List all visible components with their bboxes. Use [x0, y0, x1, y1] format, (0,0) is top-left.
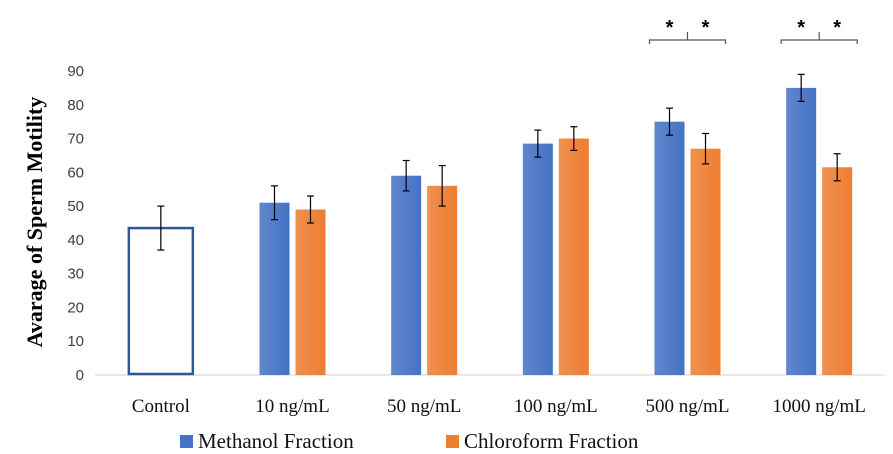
error-bar-methanol	[534, 129, 542, 158]
legend-swatch	[446, 435, 459, 448]
error-bar-chloroform	[833, 153, 841, 182]
bar-chloroform	[558, 138, 589, 375]
significance-star: *	[702, 17, 710, 39]
x-category-label: Control	[132, 396, 190, 417]
y-tick-label: 50	[67, 198, 84, 215]
error-bar-methanol	[797, 73, 805, 103]
bar-chloroform	[295, 209, 326, 375]
bar-methanol	[522, 143, 553, 375]
legend-item-chloroform: Chloroform Fraction	[446, 429, 639, 453]
error-bar-chloroform	[438, 164, 446, 207]
y-tick-label: 10	[67, 333, 84, 350]
significance-star: *	[797, 17, 805, 39]
error-bar-chloroform	[307, 195, 314, 224]
y-tick-label: 70	[67, 131, 84, 148]
bar-chloroform	[822, 167, 853, 375]
y-tick-label: 60	[67, 164, 84, 181]
y-tick-label: 30	[67, 266, 84, 283]
y-axis-ticks: 0 10 20 30 40 50 60 70 80 90	[67, 63, 84, 384]
x-category-label: 100 ng/mL	[514, 396, 598, 417]
error-bar-methanol	[271, 185, 278, 221]
significance-bracket: * *	[648, 17, 727, 44]
y-tick-label: 20	[67, 299, 84, 316]
bars	[127, 73, 853, 376]
significance-brackets: * * * *	[648, 17, 858, 44]
error-bar-chloroform	[702, 132, 709, 165]
bar-methanol	[391, 175, 422, 375]
error-bar-chloroform	[570, 126, 578, 151]
bar-control	[127, 226, 195, 376]
significance-star: *	[666, 17, 674, 39]
x-category-label: 10 ng/mL	[255, 396, 329, 417]
x-category-label: 500 ng/mL	[646, 396, 730, 417]
y-axis-label: Avarage of Sperm Motility	[22, 97, 47, 348]
bar-chloroform	[427, 185, 458, 375]
legend-label: Chloroform Fraction	[464, 429, 639, 453]
error-bar-control	[157, 205, 165, 251]
legend-item-methanol: Methanol Fraction	[180, 429, 354, 453]
error-bar-methanol	[666, 107, 673, 136]
bar-methanol	[259, 202, 290, 375]
legend-swatch	[180, 435, 193, 448]
y-tick-label: 90	[67, 63, 84, 80]
bar-chloroform	[690, 148, 721, 375]
legend-label: Methanol Fraction	[198, 429, 354, 453]
bar-methanol	[654, 121, 685, 376]
bar-methanol	[786, 87, 817, 375]
y-tick-label: 40	[67, 232, 84, 249]
y-tick-label: 80	[67, 97, 84, 114]
legend: Methanol Fraction Chloroform Fraction	[180, 429, 639, 453]
significance-star: *	[833, 17, 841, 39]
x-category-label: 1000 ng/mL	[772, 396, 865, 417]
y-tick-label: 0	[76, 367, 84, 384]
x-axis-categories: Control 10 ng/mL 50 ng/mL 100 ng/mL 500 ng/m…	[132, 396, 866, 417]
x-category-label: 50 ng/mL	[387, 396, 461, 417]
error-bar-methanol	[402, 159, 410, 192]
significance-bracket: * *	[780, 17, 858, 44]
